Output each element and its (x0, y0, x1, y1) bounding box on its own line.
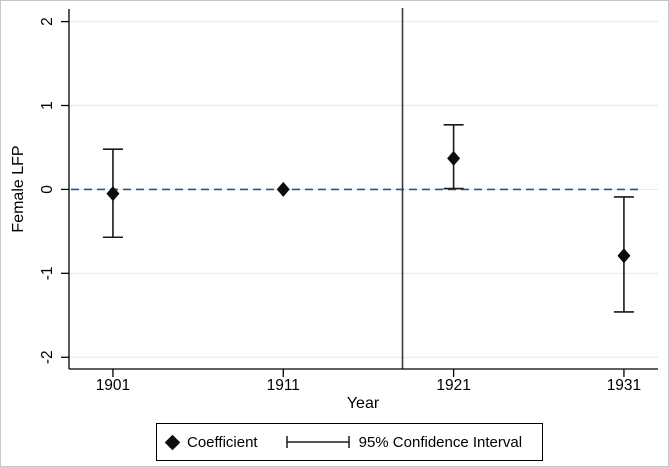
legend-label-ci: 95% Confidence Interval (358, 433, 523, 451)
x-axis-title: Year (346, 395, 380, 412)
y-tick-label: 2 (39, 17, 56, 26)
legend: Coefficient 95% Confidence Interval (156, 423, 543, 461)
y-tick-label: 1 (39, 101, 56, 110)
legend-label-coefficient: Coefficient (187, 433, 258, 451)
confidence-interval-errorbar-icon (285, 436, 350, 448)
x-tick-label: 1901 (96, 377, 130, 394)
coefficient-marker-icon (164, 434, 181, 450)
coefficient-marker (617, 248, 631, 264)
y-tick-label: -2 (39, 350, 56, 364)
coefficient-marker (276, 181, 290, 197)
x-tick-label: 1911 (267, 377, 300, 394)
coefficient-marker (106, 186, 120, 202)
y-tick-label: 0 (39, 185, 56, 194)
coefficient-marker (447, 150, 461, 166)
x-tick-label: 1921 (436, 377, 470, 394)
y-tick-label: -1 (39, 266, 56, 280)
y-axis-title: Female LFP (10, 145, 27, 233)
x-tick-label: 1931 (607, 377, 641, 394)
